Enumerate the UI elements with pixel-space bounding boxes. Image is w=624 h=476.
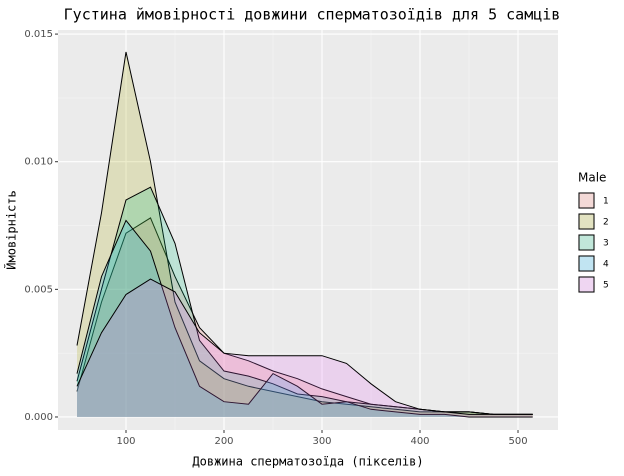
- x-tick-label: 300: [312, 436, 331, 447]
- x-tick-label: 400: [410, 436, 429, 447]
- legend-label: 5: [603, 281, 609, 291]
- density-area: [77, 220, 533, 417]
- legend-key-bg: [578, 255, 595, 272]
- legend-key: [578, 276, 595, 293]
- density-area: [77, 52, 533, 417]
- legend-label: 2: [603, 218, 609, 228]
- x-axis-label: Довжина сперматозоїда (пікселів): [192, 455, 423, 469]
- legend-label: 4: [603, 260, 609, 270]
- x-tick-label: 500: [508, 436, 527, 447]
- density-area: [77, 217, 533, 417]
- legend-key-bg: [578, 234, 595, 251]
- y-axis-label: Ймовірність: [4, 190, 19, 269]
- x-tick-label: 200: [214, 436, 233, 447]
- legend-key-bg: [578, 192, 595, 209]
- legend-key: [578, 255, 595, 272]
- legend-key: [578, 213, 595, 230]
- panel: [58, 30, 558, 430]
- legend-title: Male: [578, 171, 606, 185]
- y-tick-label: 0.000: [24, 412, 53, 423]
- legend-label: 3: [603, 239, 609, 249]
- x-tick-label: 100: [116, 436, 135, 447]
- chart-title: Густина ймовірності довжини сперматозоїд…: [64, 6, 561, 24]
- y-tick-label: 0.010: [24, 157, 53, 168]
- density-line: [76, 278, 533, 415]
- y-tick-label: 0.015: [24, 29, 53, 40]
- legend-key: [578, 192, 595, 209]
- density-area: [77, 279, 533, 417]
- y-tick-label: 0.005: [24, 284, 53, 295]
- legend-label: 1: [603, 197, 609, 207]
- legend-key-bg: [578, 213, 595, 230]
- legend-key: [578, 234, 595, 251]
- density-line: [76, 219, 533, 418]
- legend-key-bg: [578, 276, 595, 293]
- density-area: [77, 187, 533, 417]
